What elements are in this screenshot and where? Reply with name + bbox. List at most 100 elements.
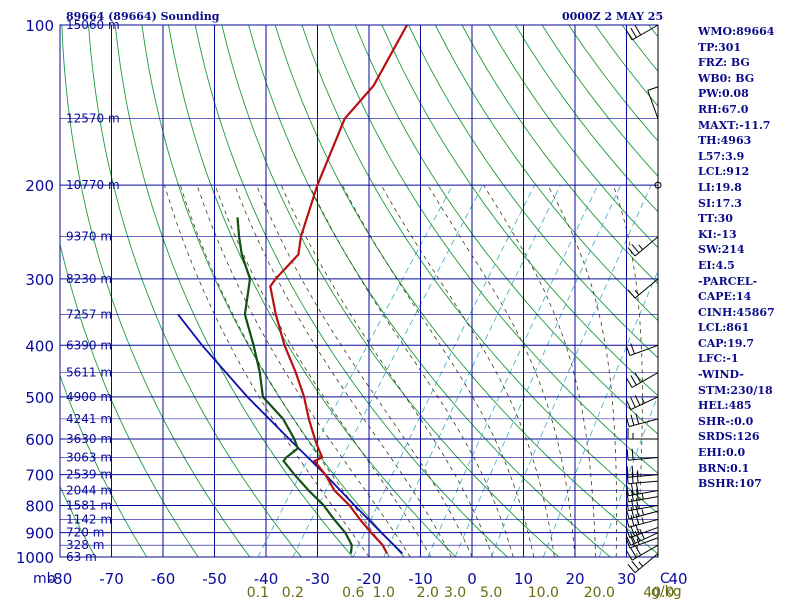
index-parcel-lcl: LCL:861 [698, 321, 750, 335]
temperature-tick-label: -40 [254, 570, 279, 588]
height-label: 10770 m [66, 178, 120, 192]
wind-barbs [625, 24, 662, 574]
barb-flag [634, 545, 642, 556]
index-sw: SW:214 [698, 243, 745, 257]
barb-flag [626, 449, 629, 461]
calm-wind-circle [654, 181, 662, 189]
temperature-unit-label: C [660, 571, 670, 587]
barb-flag [635, 505, 640, 517]
wind-barb [626, 489, 659, 503]
height-label: 2044 m [66, 484, 112, 498]
plot-area [60, 25, 658, 557]
barb-flag [626, 499, 629, 511]
barb-flag [625, 415, 630, 427]
index-rh: RH:67.0 [698, 102, 749, 116]
barb-staff [647, 90, 659, 119]
moist-adiabat [214, 184, 432, 557]
barb-flag [625, 399, 632, 410]
barb-flag [634, 372, 642, 383]
temperature-tick-label: -60 [151, 570, 176, 588]
wind-barb [625, 523, 659, 539]
wind-barb [626, 448, 659, 461]
observation-time: 0000Z 2 MAY 25 [562, 10, 664, 23]
index-cinh: CINH:45867 [698, 305, 775, 319]
wind-barb [626, 544, 659, 561]
wind-barb [625, 505, 659, 520]
mixing-ratio-label: 5.0 [480, 585, 502, 600]
moist-adiabat [341, 184, 535, 557]
temperature-tick-label: 40 [668, 570, 687, 588]
mixing-ratio-label: 3.0 [444, 585, 466, 600]
barb-flag [630, 533, 636, 544]
dry-adiabat [88, 25, 302, 557]
moist-adiabat [427, 184, 576, 557]
index-ki: KI:-13 [698, 227, 737, 241]
wind-barb [626, 483, 659, 497]
height-label: 3630 m [66, 432, 112, 446]
mixing-ratio-label: 40.0 [643, 585, 674, 600]
mixing-ratio-labels: 0.1 0.2 0.6 1.0 2.0 3.0 5.0 10.0 20.0 40.0 [247, 585, 675, 600]
wind-section-header: -WIND- [698, 368, 744, 382]
wind-barb [626, 471, 659, 485]
pressure-tick-label: 200 [25, 177, 54, 195]
mixing-ratio-line [490, 184, 652, 557]
barb-flag [625, 535, 632, 546]
barb-flag [630, 506, 635, 518]
index-li: LI:19.8 [698, 180, 742, 194]
height-label: 4241 m [66, 412, 112, 426]
pressure-tick-label: 800 [25, 497, 54, 515]
index-srds: SRDS:126 [698, 430, 760, 444]
height-label: 9370 m [66, 230, 112, 244]
index-l57: L57:3.9 [698, 149, 745, 163]
parcel-section-header: -PARCEL- [698, 274, 758, 288]
height-label: 3063 m [66, 450, 112, 464]
index-wmo: WMO:89664 [698, 25, 775, 38]
barb-half-flag [641, 509, 644, 516]
height-label: 8230 m [66, 272, 112, 286]
wind-barb [625, 513, 659, 528]
barb-flag [630, 27, 637, 38]
temperature-tick-label: -80 [48, 570, 73, 588]
sounding-profiles [177, 25, 408, 555]
temperature-tick-label: -30 [305, 570, 330, 588]
index-tp: TP:301 [698, 40, 742, 54]
barb-flag [625, 537, 631, 549]
dry-adiabat [194, 25, 508, 557]
barb-flag [634, 530, 641, 542]
temperature-tick-label: -70 [99, 570, 124, 588]
index-cape: CAPE:14 [698, 290, 752, 304]
barb-flag [626, 490, 629, 502]
pressure-tick-label: 900 [25, 525, 54, 543]
barb-flag [635, 413, 640, 425]
temperature-tick-label: 10 [514, 570, 533, 588]
barb-flag [631, 448, 634, 460]
barb-flag [647, 86, 659, 91]
barb-flag [625, 508, 630, 520]
barb-half-flag [638, 244, 644, 250]
moist-adiabat [234, 184, 452, 557]
mixing-ratio-unit-label: g/kg [651, 584, 682, 600]
isotherms [60, 25, 627, 557]
dry-adiabat [301, 25, 658, 514]
moist-adiabat [547, 184, 617, 557]
temperature-profile [269, 25, 408, 555]
height-label: 6390 m [66, 338, 112, 352]
index-si: SI:17.3 [698, 196, 742, 210]
mixing-ratio-line [292, 184, 484, 557]
barb-flag [635, 513, 640, 525]
temperature-tick-label: -10 [408, 570, 433, 588]
barb-staff [628, 504, 659, 512]
barb-flag [630, 414, 635, 426]
wind-barb [626, 465, 659, 478]
mixing-ratio-label: 2.0 [417, 585, 439, 600]
barb-flag [635, 483, 639, 495]
wind-barb [627, 278, 659, 299]
wind-barb [626, 372, 659, 388]
barb-half-flag [641, 493, 644, 500]
barb-flag [630, 483, 634, 495]
barb-flag [627, 564, 636, 574]
index-lfc: LFC:-1 [698, 352, 739, 366]
mixing-ratio-label: 20.0 [584, 585, 615, 600]
barb-flag [630, 375, 637, 386]
